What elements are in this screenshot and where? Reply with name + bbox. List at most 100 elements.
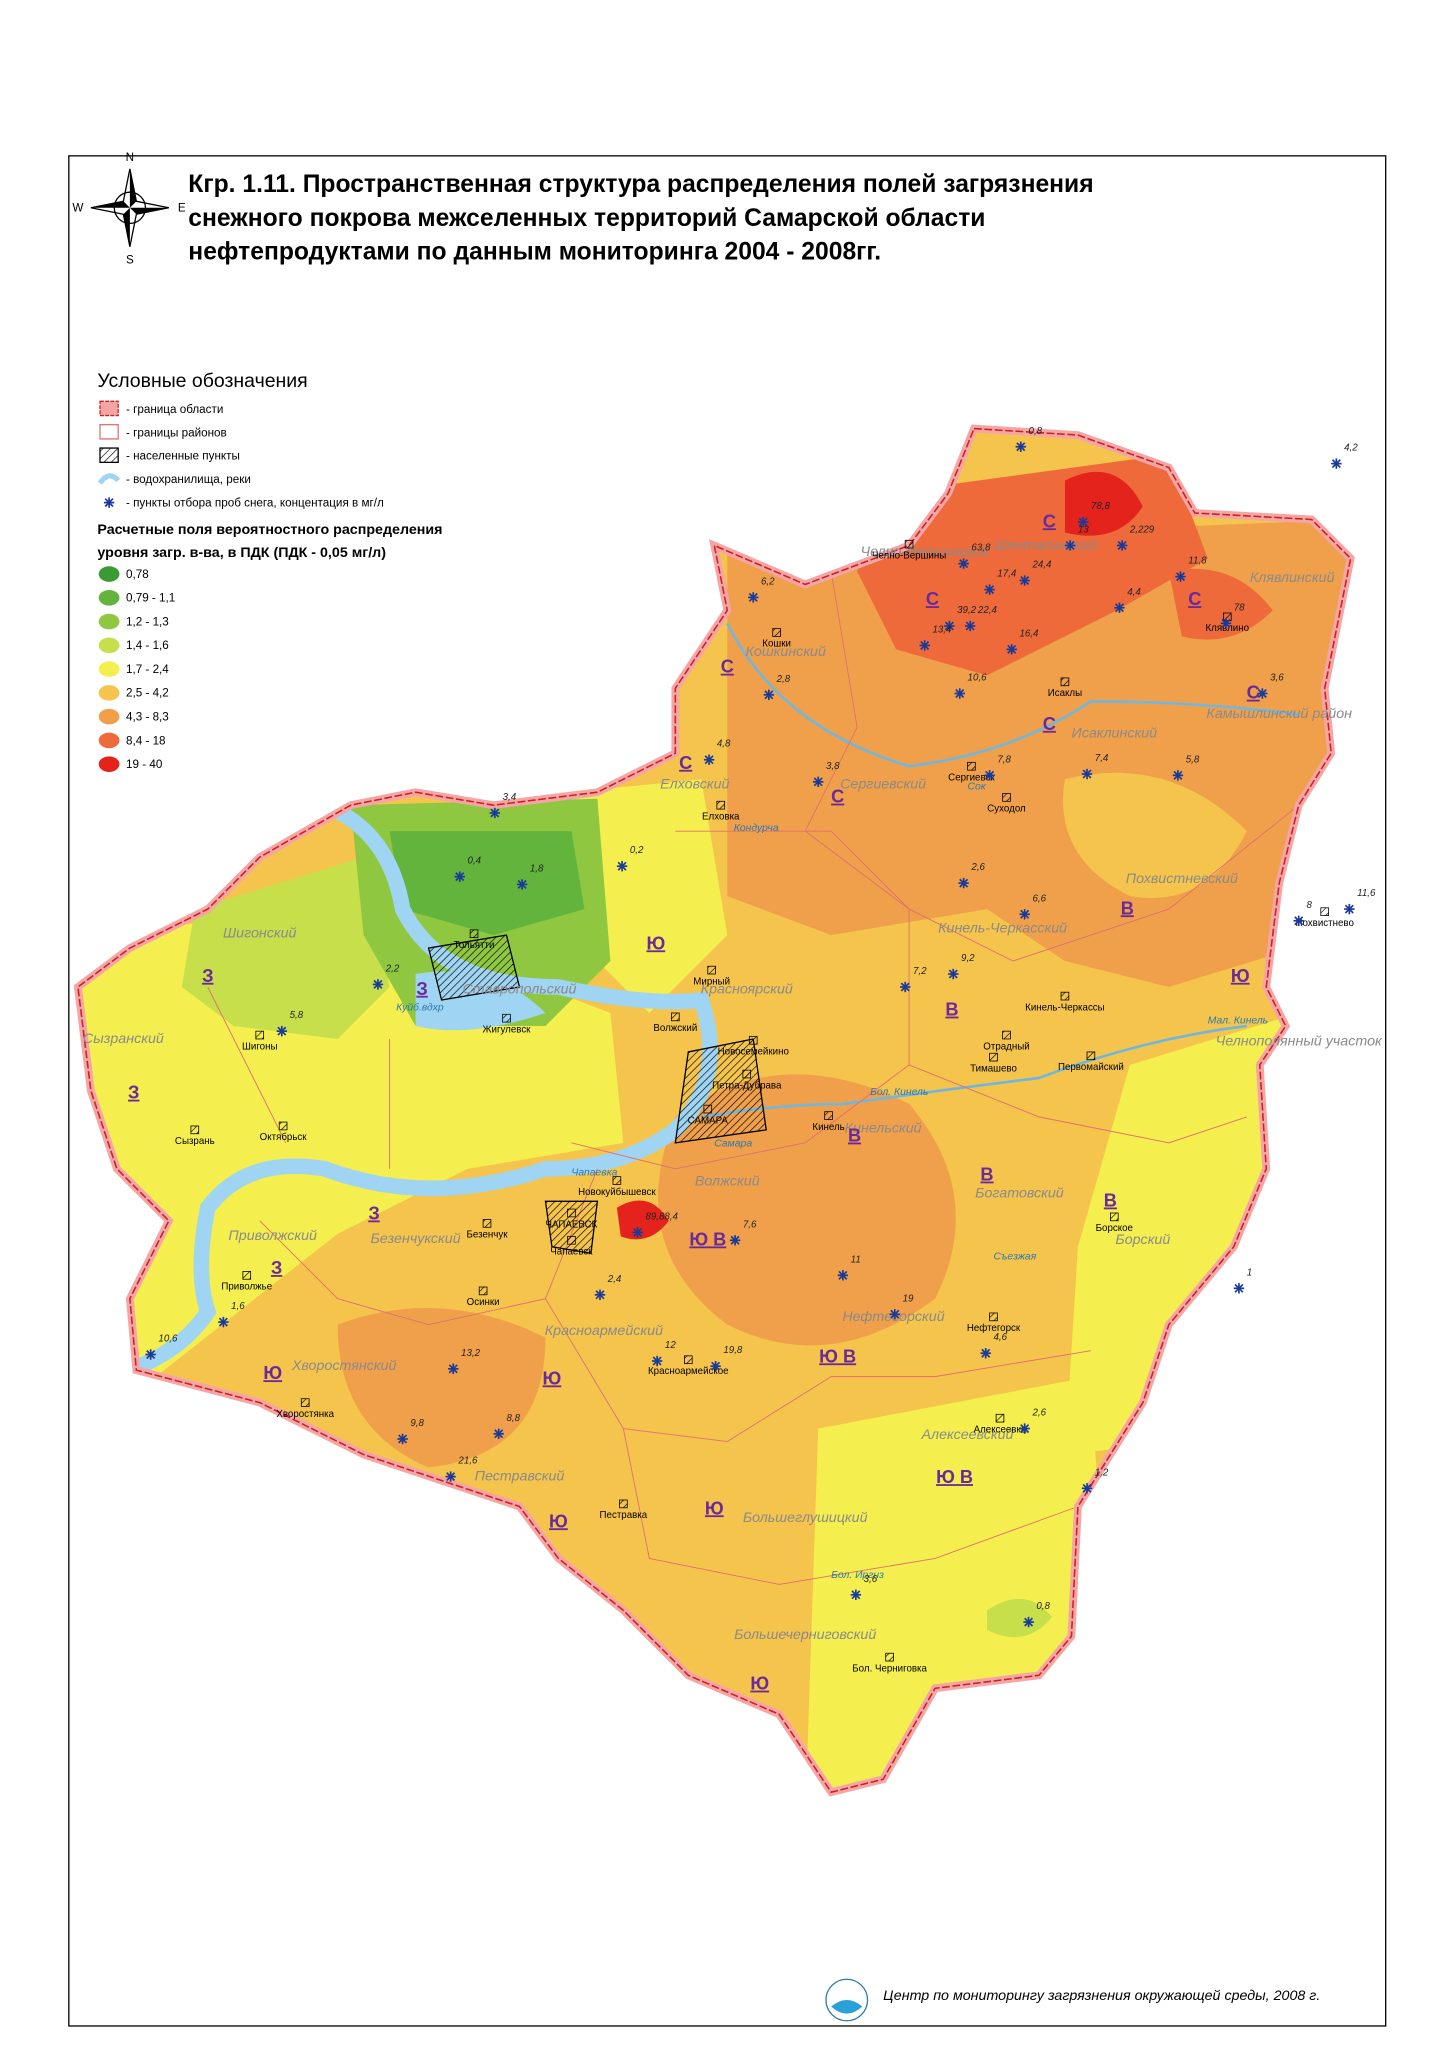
sample-point (964, 620, 976, 632)
asterisk-stroke (494, 1429, 504, 1439)
sample-value: 3,8 (826, 761, 840, 772)
settlement-label: Пестравка (600, 1510, 648, 1521)
sample-value: 3,6 (864, 1574, 878, 1585)
settlement-label: Нефтегорск (967, 1323, 1021, 1334)
asterisk-stroke (1082, 769, 1092, 779)
asterisk-stroke (730, 1235, 740, 1245)
settlement-marker (502, 1013, 511, 1023)
settlement-marker (967, 761, 976, 771)
district-label: Камышлинский район (1206, 706, 1352, 722)
asterisk-stroke (1221, 618, 1231, 628)
legend-swatch (98, 756, 120, 772)
zone-label: В (980, 1165, 993, 1185)
asterisk-stroke (813, 777, 823, 787)
sample-value: 2,6 (970, 862, 985, 873)
zone-label: Ю (1231, 966, 1250, 986)
settlement-label: Петра-Дубрава (712, 1080, 782, 1091)
sample-value: 1,8 (530, 863, 544, 874)
zone-label: Ю (750, 1674, 769, 1694)
sample-value: 7,4 (1095, 753, 1109, 764)
district-label: Клявлинский (1250, 570, 1335, 586)
sample-point (1220, 618, 1232, 629)
field (389, 831, 585, 936)
asterisk-stroke (1078, 517, 1088, 527)
sample-point (1077, 516, 1089, 528)
legend-class-label: 1,2 - 1,3 (126, 615, 169, 628)
settlement-label: Хворостянка (276, 1409, 334, 1420)
sample-point (516, 879, 528, 890)
asterisk-stroke (704, 755, 714, 765)
compass-s: S (126, 254, 134, 267)
sample-value: 22,4 (977, 605, 998, 616)
settlement-label: Новокуйбышевск (578, 1187, 656, 1198)
legend-swatch (98, 732, 120, 749)
settlement-marker (190, 1125, 200, 1135)
settlement-label: Сызрань (175, 1136, 215, 1147)
settlement-label: Отрадный (983, 1041, 1029, 1052)
zone-label: С (1247, 683, 1260, 703)
sample-value: 5,8 (290, 1010, 304, 1021)
zone-label: З (416, 979, 427, 999)
district-label: Красноармейский (545, 1323, 663, 1339)
sample-value: 2,6 (1031, 1408, 1046, 1419)
settlement-marker (1320, 907, 1329, 916)
sample-point (145, 1349, 156, 1360)
asterisk-stroke (965, 621, 975, 631)
compass-e: E (178, 202, 186, 215)
district-label: Кинель-Черкасский (938, 920, 1067, 936)
settlement-marker (989, 1312, 998, 1322)
legend-swatch (98, 661, 120, 677)
settlement-label: Волжский (653, 1023, 697, 1034)
sample-point (980, 1348, 991, 1359)
asterisk-stroke (959, 559, 969, 569)
sample-point (445, 1471, 456, 1482)
sample-value: 16,4 (1019, 628, 1039, 639)
title: Кгр. 1.11. Пространственная структура ра… (188, 171, 1093, 266)
sample-value: 5,8 (1186, 754, 1200, 765)
sample-value: 11,8 (1188, 556, 1207, 567)
asterisk-stroke (1024, 1617, 1034, 1627)
sample-point (984, 770, 995, 781)
sample-value: 4,6 (994, 1332, 1008, 1343)
settlement-label: Похвистнево (1295, 918, 1353, 929)
district-label: Шенталинский (994, 537, 1096, 553)
sample-point (1019, 575, 1030, 586)
map-root: N S W E Кгр. 1.11. Пространственная стру… (68, 151, 1387, 2027)
sample-value: 10,6 (968, 673, 988, 684)
asterisk-stroke (920, 640, 930, 650)
district-label: Волжский (695, 1174, 760, 1190)
settlement-label: ЧАПАЕВСК (546, 1219, 598, 1230)
asterisk-stroke (959, 878, 969, 888)
asterisk-stroke (277, 1026, 287, 1036)
field (571, 779, 728, 1013)
sample-point (454, 871, 465, 882)
asterisk-stroke (218, 1317, 228, 1327)
river-label: Бол. Кинель (870, 1087, 928, 1098)
zone-label: С (679, 753, 692, 773)
legend-swatch (98, 589, 120, 606)
district-label: Красноярский (701, 982, 793, 998)
sample-point (748, 592, 759, 603)
sample-point (703, 754, 715, 765)
sample-value: 12 (665, 1340, 676, 1351)
settlement-label: Кинель-Черкассы (1025, 1002, 1105, 1013)
asterisk-stroke (1331, 459, 1341, 469)
sample-value: 7,2 (913, 966, 927, 977)
settlement-marker (748, 1035, 758, 1045)
settlement-label: Тимашево (970, 1063, 1017, 1074)
zone-label: В (1121, 898, 1134, 918)
sample-point (944, 620, 955, 632)
settlement-label: Кошки (762, 639, 791, 650)
settlement-marker (255, 1030, 265, 1040)
asterisk-stroke (1344, 904, 1354, 914)
sample-value: 8 (1306, 900, 1312, 911)
district-label: Кинельский (845, 1120, 922, 1136)
sample-point (837, 1270, 849, 1281)
title-line: нефтепродуктами по данным мониторинга 20… (188, 239, 881, 266)
asterisk-stroke (1257, 689, 1267, 698)
district-label: Сергиевский (840, 776, 926, 792)
sample-point (218, 1316, 229, 1328)
settlement-label: Шигоны (242, 1041, 277, 1052)
zone-label: С (926, 589, 939, 609)
sample-point (1233, 1283, 1245, 1294)
